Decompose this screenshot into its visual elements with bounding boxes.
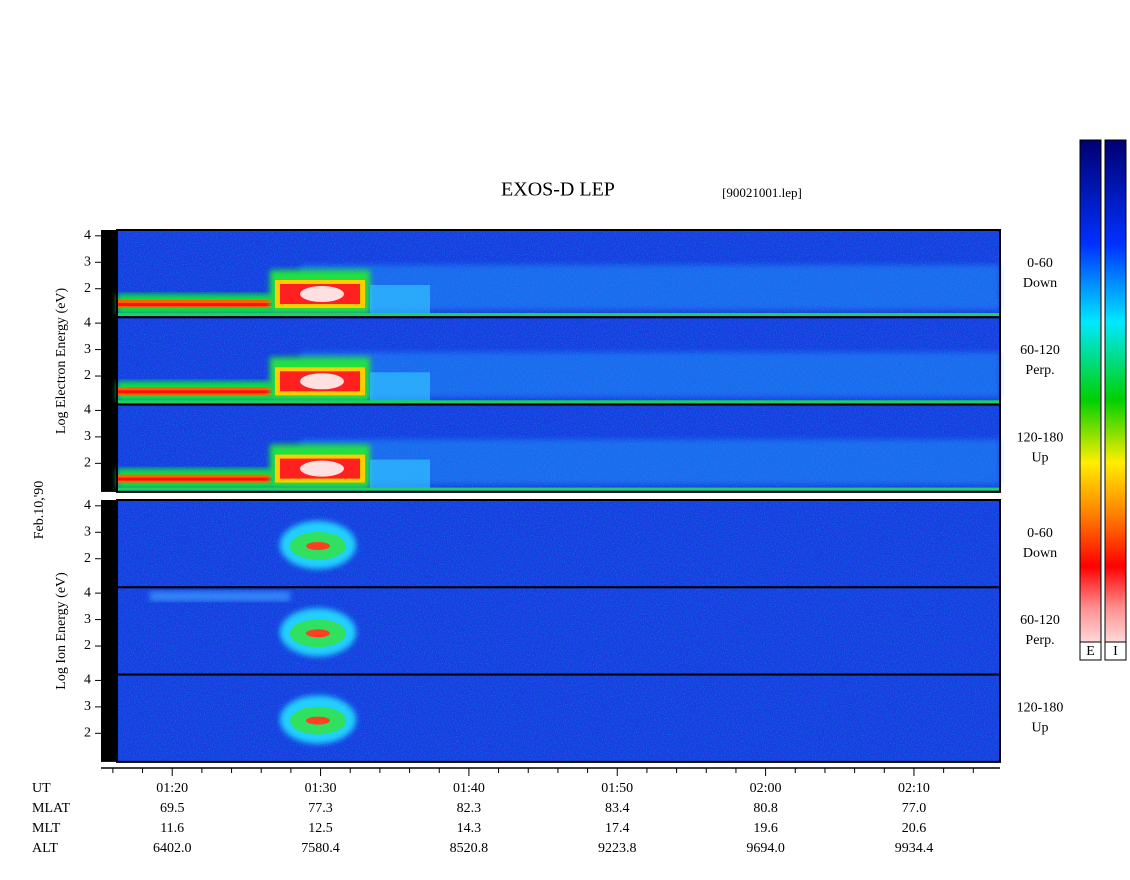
feature (117, 303, 272, 306)
ephemeris-value: 69.5 (160, 801, 185, 816)
ephemeris-value: 19.6 (753, 821, 778, 836)
ut-label: UT (32, 781, 51, 796)
y-tick-label: 4 (84, 403, 91, 418)
x-tick-label: 02:10 (898, 781, 930, 796)
ephemeris-value: 9223.8 (598, 841, 637, 856)
ephemeris-value: 8520.8 (450, 841, 489, 856)
y-tick-label: 4 (84, 498, 91, 513)
feature (370, 372, 430, 402)
feature (300, 286, 344, 302)
y-tick-label: 2 (84, 638, 91, 653)
spectrogram-noise (117, 674, 1000, 762)
date-label: Feb.10,'90 (32, 481, 47, 540)
y-axis-label: Log Ion Energy (eV) (54, 572, 69, 690)
panel-angle: 0-60 (1027, 256, 1053, 271)
feature (117, 477, 272, 481)
ephemeris-value: 11.6 (160, 821, 184, 836)
feature (300, 460, 344, 477)
x-tick-label: 01:40 (453, 781, 485, 796)
panel-border (116, 673, 1001, 763)
feature (117, 487, 1000, 491)
y-tick-label: 2 (84, 726, 91, 741)
colorbar (1104, 139, 1127, 661)
y-tick-label: 4 (84, 673, 91, 688)
panel-direction: Up (1031, 450, 1048, 465)
y-tick-label: 3 (84, 254, 91, 269)
y-tick-label: 4 (84, 228, 91, 243)
panel-direction: Down (1023, 276, 1057, 291)
plot-layer: Log Electron Energy (eV) 2 3 4 0-60 Down 2 3 4 60… (54, 228, 1064, 763)
ephemeris-name: MLAT (32, 801, 71, 816)
spectrogram-noise (117, 500, 1000, 588)
y-tick-label: 4 (84, 315, 91, 330)
energy-strip (101, 500, 117, 762)
colorbar-label: E (1086, 644, 1095, 659)
panel-angle: 60-120 (1020, 613, 1060, 628)
panel-angle: 120-180 (1017, 700, 1064, 715)
y-axis-label: Log Electron Energy (eV) (54, 287, 69, 434)
ephemeris-value: 80.8 (753, 801, 778, 816)
panel-direction: Up (1031, 720, 1048, 735)
ephemeris-value: 17.4 (605, 821, 630, 836)
ephemeris-value: 83.4 (605, 801, 630, 816)
colorbar (1079, 139, 1102, 661)
feature (117, 390, 272, 394)
spectrogram-noise (117, 587, 1000, 675)
feature (117, 313, 1000, 316)
feature (370, 285, 430, 314)
panel-angle: 0-60 (1027, 526, 1053, 541)
y-tick-label: 3 (84, 612, 91, 627)
feature (150, 591, 290, 602)
x-tick-label: 01:30 (305, 781, 337, 796)
colorbar-label: I (1113, 644, 1118, 659)
colorbar-label-box (1079, 641, 1102, 661)
ephemeris-value: 77.0 (902, 801, 927, 816)
chart-title: EXOS-D LEP (501, 179, 615, 201)
y-tick-label: 3 (84, 342, 91, 357)
ephemeris-value: 9934.4 (895, 841, 934, 856)
x-tick-label: 01:20 (156, 781, 188, 796)
file-label: [90021001.lep] (722, 185, 802, 200)
ephemeris-value: 7580.4 (301, 841, 340, 856)
ephemeris-value: 6402.0 (153, 841, 192, 856)
x-tick-label: 02:00 (750, 781, 782, 796)
panel-angle: 120-180 (1017, 430, 1064, 445)
ephemeris-value: 9694.0 (746, 841, 785, 856)
y-tick-label: 2 (84, 368, 91, 383)
ephemeris-value: 14.3 (457, 821, 482, 836)
panel-angle: 60-120 (1020, 343, 1060, 358)
x-tick-label: 01:50 (601, 781, 633, 796)
ephemeris-name: MLT (32, 821, 61, 836)
ephemeris-name: ALT (32, 841, 58, 856)
panel-border (116, 403, 1001, 493)
feature (306, 542, 330, 550)
ephemeris-value: 12.5 (308, 821, 333, 836)
y-tick-label: 2 (84, 456, 91, 471)
feature (300, 373, 344, 390)
y-tick-label: 3 (84, 699, 91, 714)
y-tick-label: 3 (84, 429, 91, 444)
ephemeris-value: 20.6 (902, 821, 927, 836)
panel-direction: Down (1023, 546, 1057, 561)
panel-direction: Perp. (1025, 363, 1054, 378)
y-tick-label: 2 (84, 281, 91, 296)
ephemeris-value: 82.3 (457, 801, 482, 816)
feature (306, 716, 330, 725)
y-tick-label: 3 (84, 524, 91, 539)
y-tick-label: 4 (84, 585, 91, 600)
feature (306, 629, 330, 638)
feature (370, 459, 430, 489)
energy-strip (101, 230, 117, 492)
colorbar-label-box (1104, 641, 1127, 661)
y-tick-label: 2 (84, 551, 91, 566)
feature (117, 400, 1000, 404)
ephemeris-value: 77.3 (308, 801, 333, 816)
panel-direction: Perp. (1025, 633, 1054, 648)
